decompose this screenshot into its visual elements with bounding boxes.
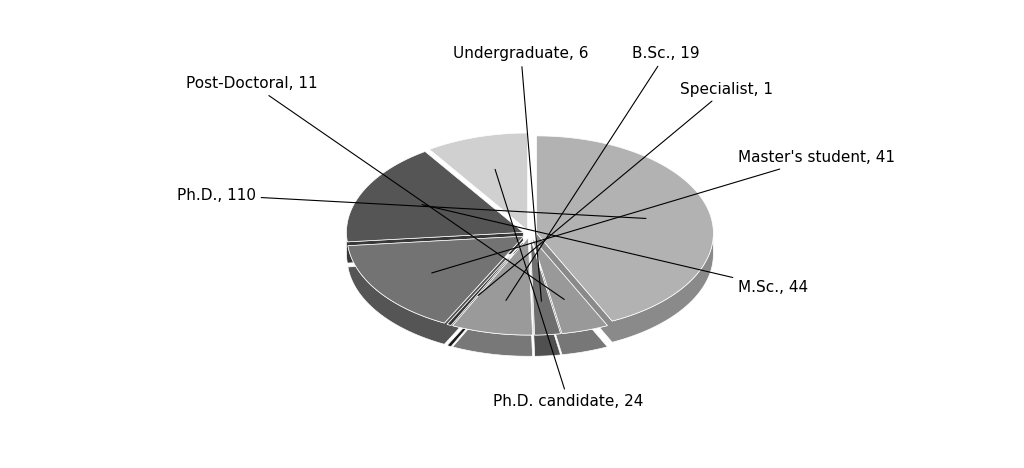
Polygon shape: [346, 152, 523, 242]
Text: M.Sc., 44: M.Sc., 44: [422, 205, 808, 294]
Polygon shape: [537, 136, 714, 321]
Polygon shape: [447, 237, 526, 347]
Text: Ph.D. candidate, 24: Ph.D. candidate, 24: [494, 169, 644, 410]
Polygon shape: [348, 236, 524, 344]
Polygon shape: [348, 236, 524, 323]
Polygon shape: [429, 133, 527, 230]
Text: Post-Doctoral, 11: Post-Doctoral, 11: [186, 76, 564, 300]
Text: Ph.D., 110: Ph.D., 110: [177, 188, 646, 219]
Polygon shape: [530, 238, 560, 335]
Text: Master's student, 41: Master's student, 41: [432, 151, 895, 273]
Polygon shape: [346, 232, 523, 263]
Polygon shape: [453, 238, 532, 335]
Text: Specialist, 1: Specialist, 1: [478, 81, 773, 295]
Polygon shape: [531, 238, 607, 355]
Text: Undergraduate, 6: Undergraduate, 6: [453, 46, 589, 301]
Polygon shape: [530, 238, 560, 356]
Text: B.Sc., 19: B.Sc., 19: [506, 46, 699, 300]
Polygon shape: [537, 233, 714, 342]
Polygon shape: [453, 238, 532, 356]
Polygon shape: [447, 237, 526, 325]
Polygon shape: [531, 238, 607, 334]
